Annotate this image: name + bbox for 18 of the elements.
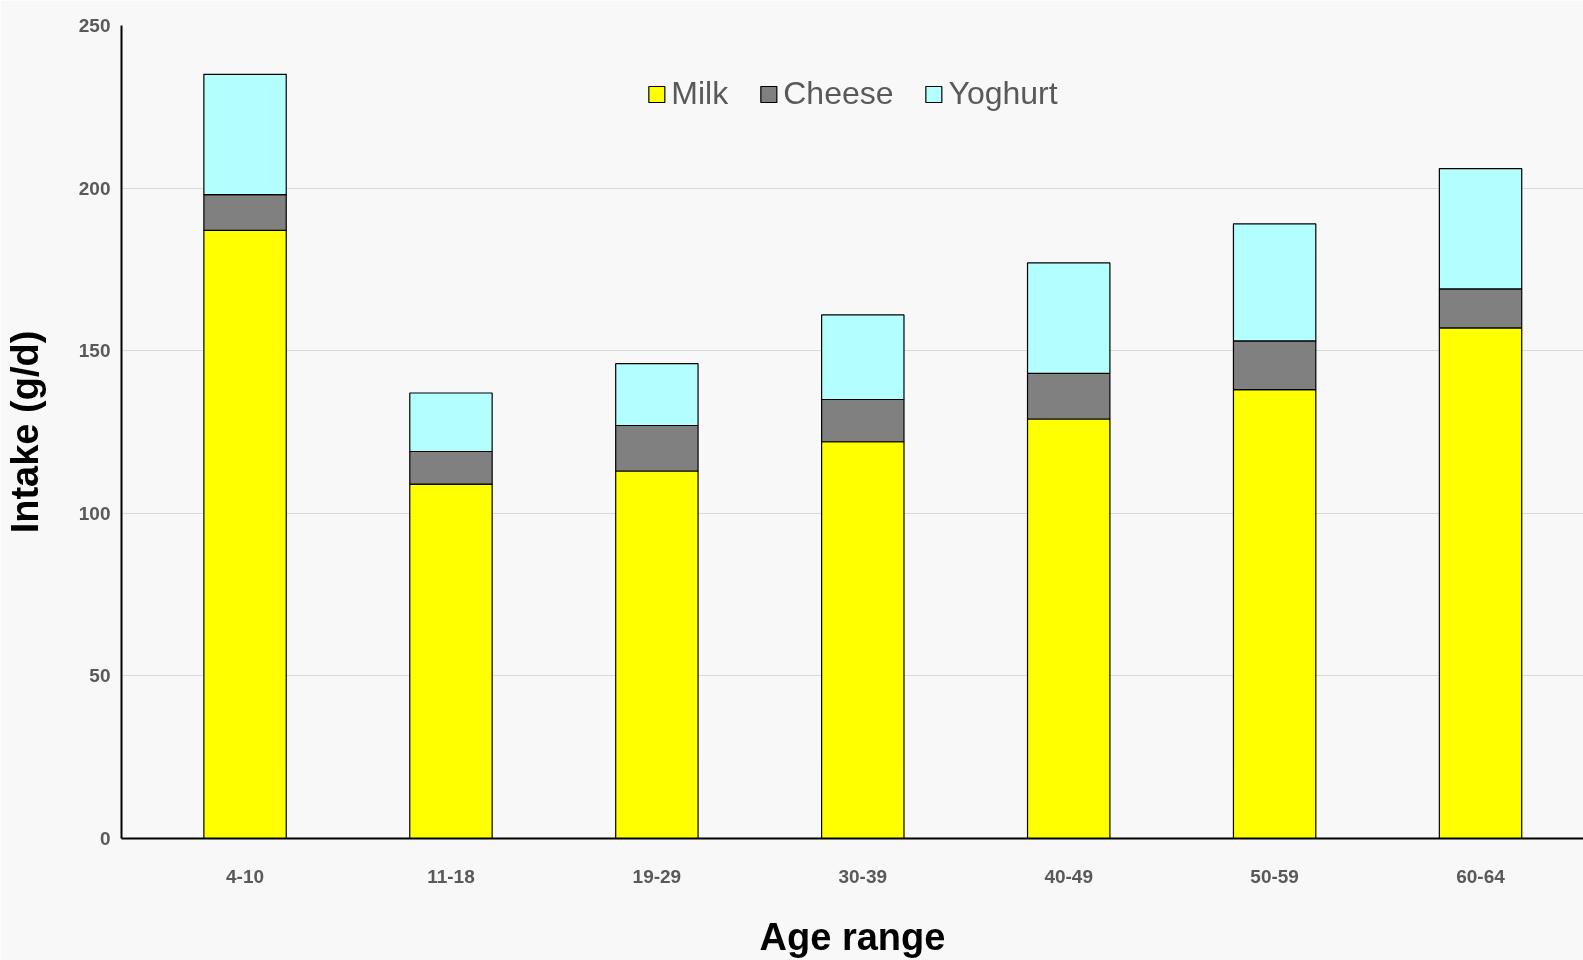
y-axis-title: Intake (g/d) <box>3 330 46 534</box>
x-tick-label: 40-49 <box>1044 865 1094 887</box>
x-tick-label: 19-29 <box>632 865 682 887</box>
x-axis-title: Age range <box>759 915 946 958</box>
y-tick-label: 0 <box>99 828 111 849</box>
x-tick-label: 50-59 <box>1250 865 1299 887</box>
x-tick-label: 11-18 <box>427 865 475 887</box>
legend-label: Yoghurt <box>948 75 1058 112</box>
legend-label: Cheese <box>783 75 894 112</box>
y-tick-label: 250 <box>78 15 111 36</box>
legend-label: Milk <box>671 75 729 112</box>
y-tick-label: 50 <box>89 665 111 687</box>
x-tick-label: 30-39 <box>838 865 888 887</box>
y-tick-label: 150 <box>78 340 111 362</box>
x-tick-label: 60-64 <box>1456 865 1506 887</box>
y-tick-label: 100 <box>78 502 111 524</box>
y-tick-label: 200 <box>78 177 111 199</box>
x-tick-label: 4-10 <box>226 865 265 887</box>
